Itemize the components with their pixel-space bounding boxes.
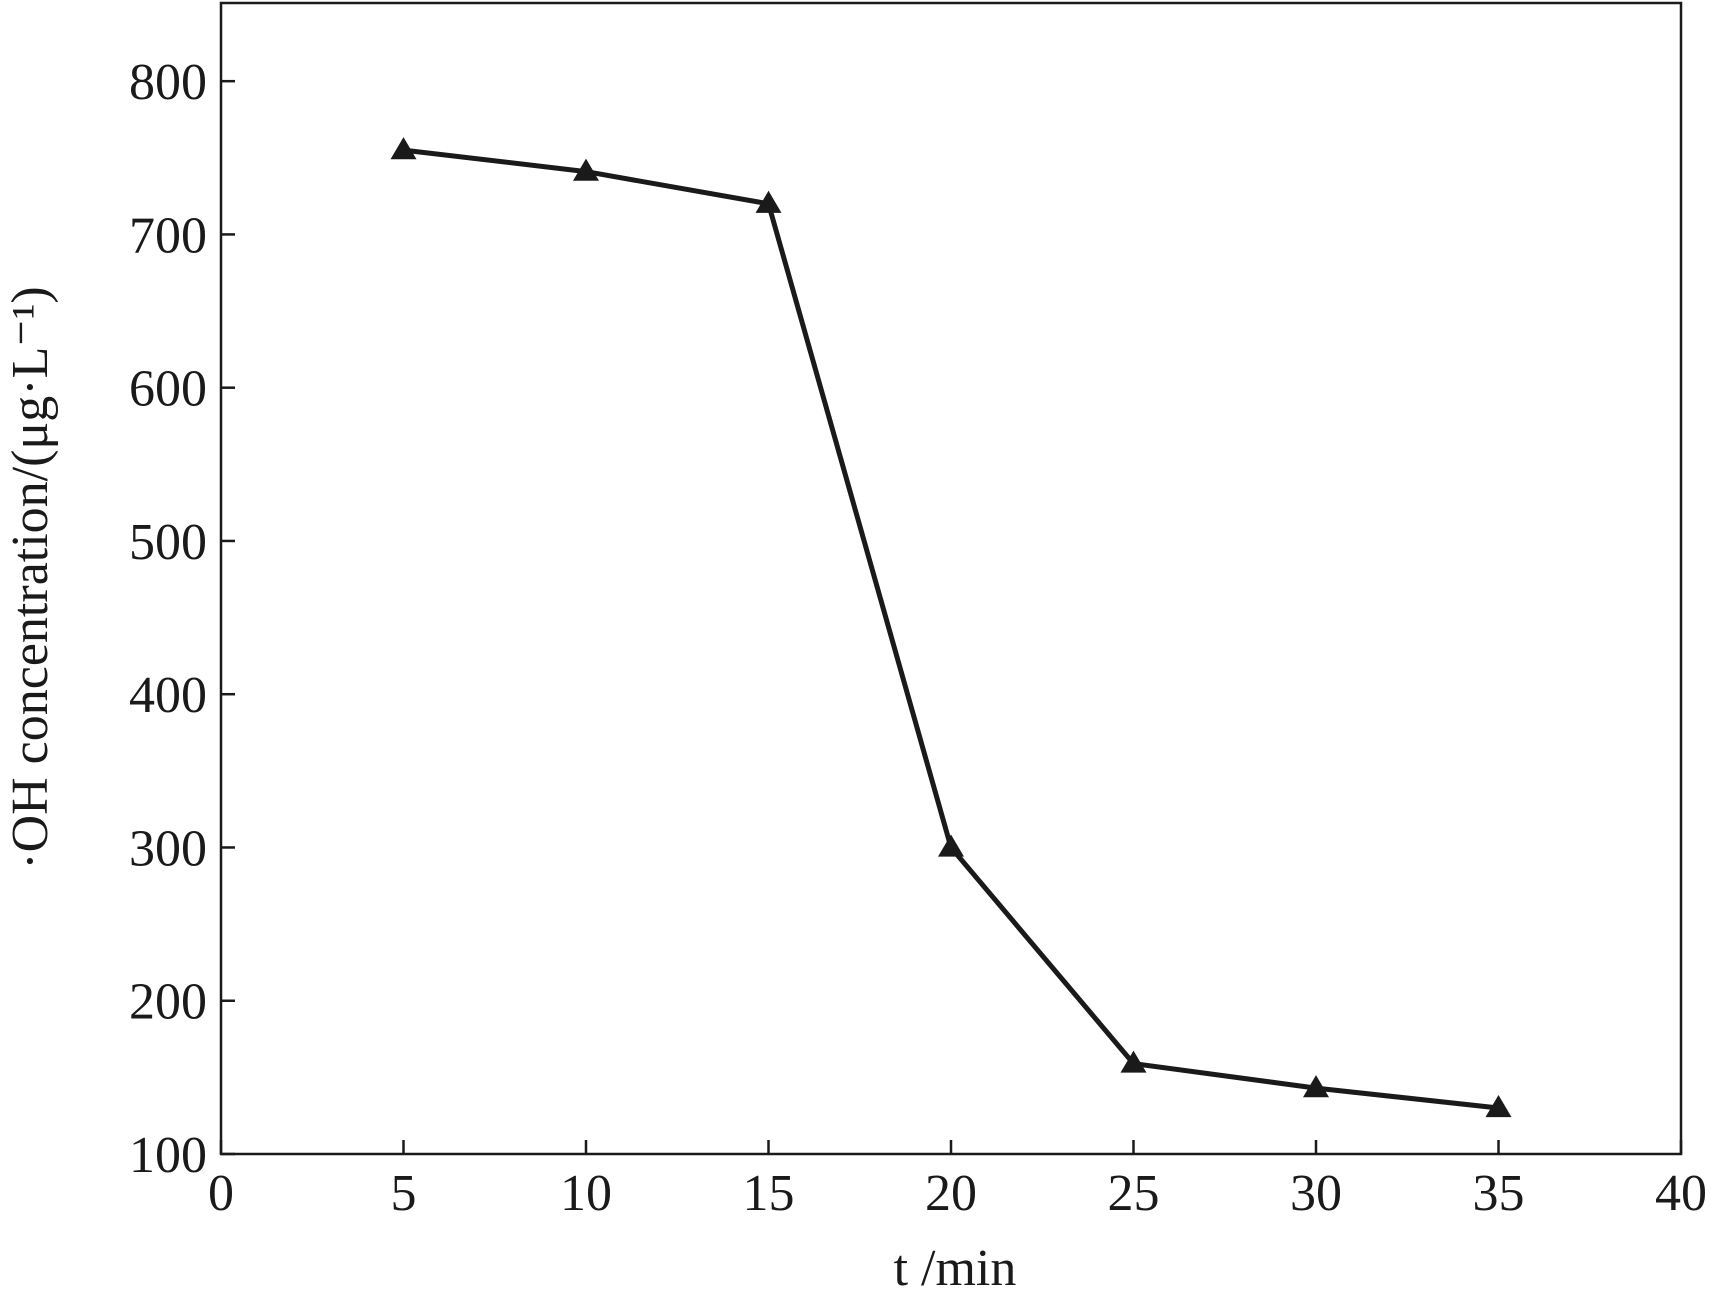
plot-frame [219,1,1683,1156]
data-point [938,834,964,857]
data-line [403,147,1499,1111]
x-axis-label: t /min [894,1240,1017,1297]
data-point [755,190,782,213]
y-tick-label: 300 [129,820,207,877]
data-point [1303,1075,1329,1098]
x-tick-label: 30 [1290,1165,1342,1222]
y-tick-label: 800 [129,54,207,111]
x-tick-label: 40 [1655,1165,1707,1222]
data-point [390,137,417,160]
y-tick-label: 700 [129,207,207,264]
y-axis-label: ·OH concentration/(μg·L⁻¹) [2,286,59,869]
x-tick-label: 15 [743,1165,795,1222]
data-point [1485,1095,1512,1118]
data-point [1120,1050,1147,1073]
x-tick-label: 35 [1473,1165,1525,1222]
data-point [573,158,599,181]
y-tick-label: 400 [129,667,207,724]
x-tick-label: 20 [925,1165,977,1222]
x-tick-label: 10 [560,1165,612,1222]
y-tick-label: 600 [129,361,207,418]
y-tick-label: 500 [129,514,207,571]
x-tick-label: 0 [208,1165,234,1222]
x-tick-label: 25 [1108,1165,1160,1222]
x-tick-label: 5 [391,1165,417,1222]
y-tick-label: 200 [129,974,207,1031]
y-tick-label: 100 [129,1127,207,1184]
